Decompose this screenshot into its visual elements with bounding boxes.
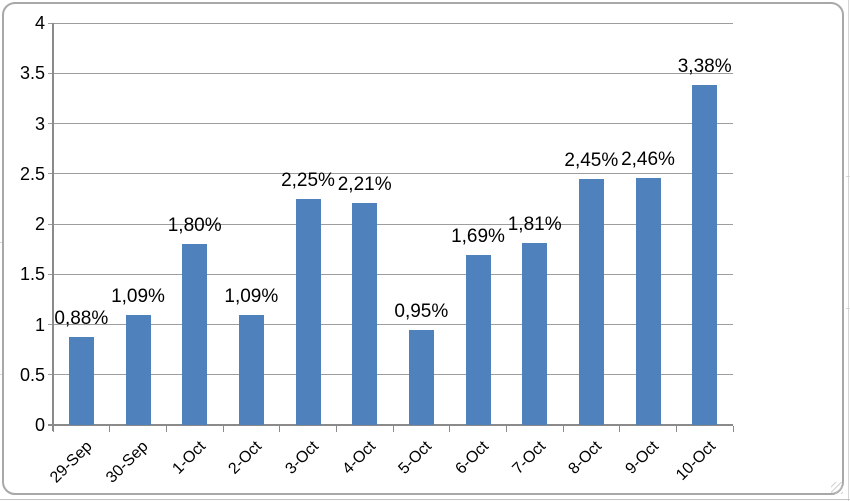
x-axis-category-label: 9-Oct: [622, 438, 663, 478]
y-axis-tick-label: 1.5: [19, 264, 45, 285]
bar[interactable]: [125, 315, 151, 425]
bar-data-label: 0,95%: [394, 300, 449, 322]
bar-data-label: 2,46%: [621, 148, 675, 170]
x-axis-category-label: 30-Sep: [103, 438, 153, 487]
bar[interactable]: [578, 178, 604, 425]
x-axis-category-label: 6-Oct: [452, 438, 493, 478]
bar-data-label: 1,81%: [507, 214, 562, 236]
bar[interactable]: [522, 243, 548, 425]
x-axis-tick: [392, 426, 394, 432]
y-gridline: [48, 374, 733, 376]
y-axis-tick-label: 2: [34, 214, 45, 234]
y-axis-line: [52, 23, 54, 431]
x-axis-tick: [109, 426, 111, 432]
x-axis-tick: [675, 426, 677, 432]
bar-data-label: 1,69%: [451, 226, 505, 248]
y-gridline: [48, 173, 733, 175]
bar-data-label: 3,38%: [677, 56, 732, 78]
x-axis-tick: [165, 426, 167, 432]
bar[interactable]: [352, 202, 378, 425]
x-axis-tick: [449, 426, 451, 432]
x-axis-tick: [279, 426, 281, 432]
y-gridline: [48, 22, 733, 24]
bar[interactable]: [692, 85, 718, 425]
bar[interactable]: [408, 329, 434, 425]
bar[interactable]: [68, 336, 94, 425]
bar[interactable]: [238, 315, 264, 425]
worksheet-gridline: [846, 308, 850, 309]
y-axis-tick-label: 0.5: [19, 364, 45, 385]
x-axis-category-label: 10-Oct: [672, 438, 719, 484]
x-axis-tick: [222, 426, 224, 432]
x-axis-tick: [335, 426, 337, 432]
y-axis-tick-label: 0: [34, 415, 45, 435]
worksheet-gridline: [846, 176, 850, 177]
bar-data-label: 0,88%: [54, 307, 109, 329]
x-axis-tick: [52, 426, 54, 432]
bar[interactable]: [182, 244, 208, 425]
y-gridline: [48, 223, 733, 225]
y-gridline: [48, 123, 733, 124]
x-axis-tick: [562, 426, 564, 432]
x-axis-category-label: 4-Oct: [339, 438, 379, 478]
y-axis-tick-label: 3.5: [19, 63, 45, 84]
x-axis-line: [48, 424, 733, 426]
bar-data-label: 2,25%: [281, 169, 335, 191]
x-axis-tick: [732, 426, 734, 432]
bar-data-label: 2,21%: [337, 173, 392, 195]
worksheet-gridline: [0, 499, 850, 500]
x-axis-category-label: 8-Oct: [565, 438, 606, 478]
worksheet-gridline: [0, 374, 3, 375]
bar-data-label: 2,45%: [564, 149, 619, 171]
bar[interactable]: [295, 198, 321, 425]
x-axis-category-label: 29-Sep: [46, 438, 96, 487]
bar[interactable]: [635, 177, 661, 425]
y-axis-tick-label: 4: [34, 13, 45, 33]
worksheet-gridline: [0, 242, 3, 243]
bar-data-label: 1,09%: [111, 286, 165, 308]
y-gridline: [48, 324, 733, 325]
x-axis-tick: [505, 426, 507, 432]
x-axis-category-label: 5-Oct: [395, 438, 436, 478]
x-axis-tick: [619, 426, 621, 432]
y-axis-tick-label: 3: [34, 113, 45, 134]
y-gridline: [48, 273, 733, 275]
bar-data-label: 1,09%: [224, 286, 279, 308]
y-axis-tick-label: 2.5: [19, 163, 45, 184]
x-axis-category-label: 3-Oct: [282, 438, 323, 478]
bar[interactable]: [465, 255, 491, 425]
bar-data-label: 1,80%: [167, 215, 222, 237]
chart-resize-grip[interactable]: [831, 482, 843, 494]
x-axis-category-label: 7-Oct: [509, 438, 549, 478]
x-axis-category-label: 1-Oct: [169, 438, 209, 478]
x-axis-category-label: 2-Oct: [225, 438, 266, 478]
worksheet-gridline: [848, 0, 849, 501]
y-axis-tick-label: 1: [34, 314, 45, 335]
y-gridline: [48, 72, 733, 74]
